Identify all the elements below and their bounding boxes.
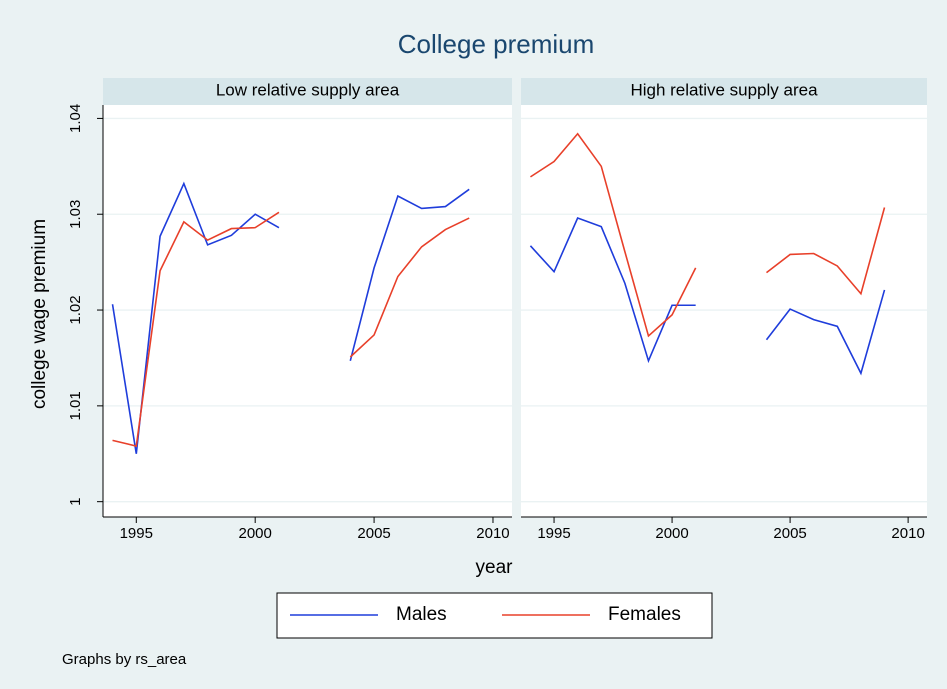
x-axis-label: year [476, 557, 514, 578]
y-tick-label: 1 [67, 497, 84, 505]
x-tick-label: 1995 [537, 525, 570, 542]
x-tick-label: 2010 [476, 525, 509, 542]
series-line [529, 217, 886, 376]
y-tick-label: 1.04 [67, 104, 84, 133]
x-tick-label: 2000 [238, 525, 271, 542]
series-line [112, 211, 470, 448]
y-axis-label: college wage premium [29, 219, 50, 409]
x-tick-label: 2000 [655, 525, 688, 542]
y-tick-label: 1.01 [67, 391, 84, 420]
x-tick-label: 2010 [891, 525, 924, 542]
note: Graphs by rs_area [62, 651, 187, 668]
y-tick-label: 1.03 [67, 200, 84, 229]
x-tick-label: 2005 [357, 525, 390, 542]
panel-title: Low relative supply area [216, 80, 400, 99]
plot-area [103, 105, 512, 517]
legend-label: Females [608, 604, 681, 625]
y-tick-label: 1.02 [67, 295, 84, 324]
chart-title: College premium [398, 29, 595, 59]
series-line [530, 132, 886, 338]
x-tick-label: 2005 [773, 525, 806, 542]
panel-title: High relative supply area [630, 80, 818, 99]
plot-area [521, 105, 927, 517]
legend-label: Males [396, 604, 447, 625]
panel-header [103, 78, 512, 105]
panel-header [521, 78, 927, 105]
x-tick-label: 1995 [120, 525, 153, 542]
